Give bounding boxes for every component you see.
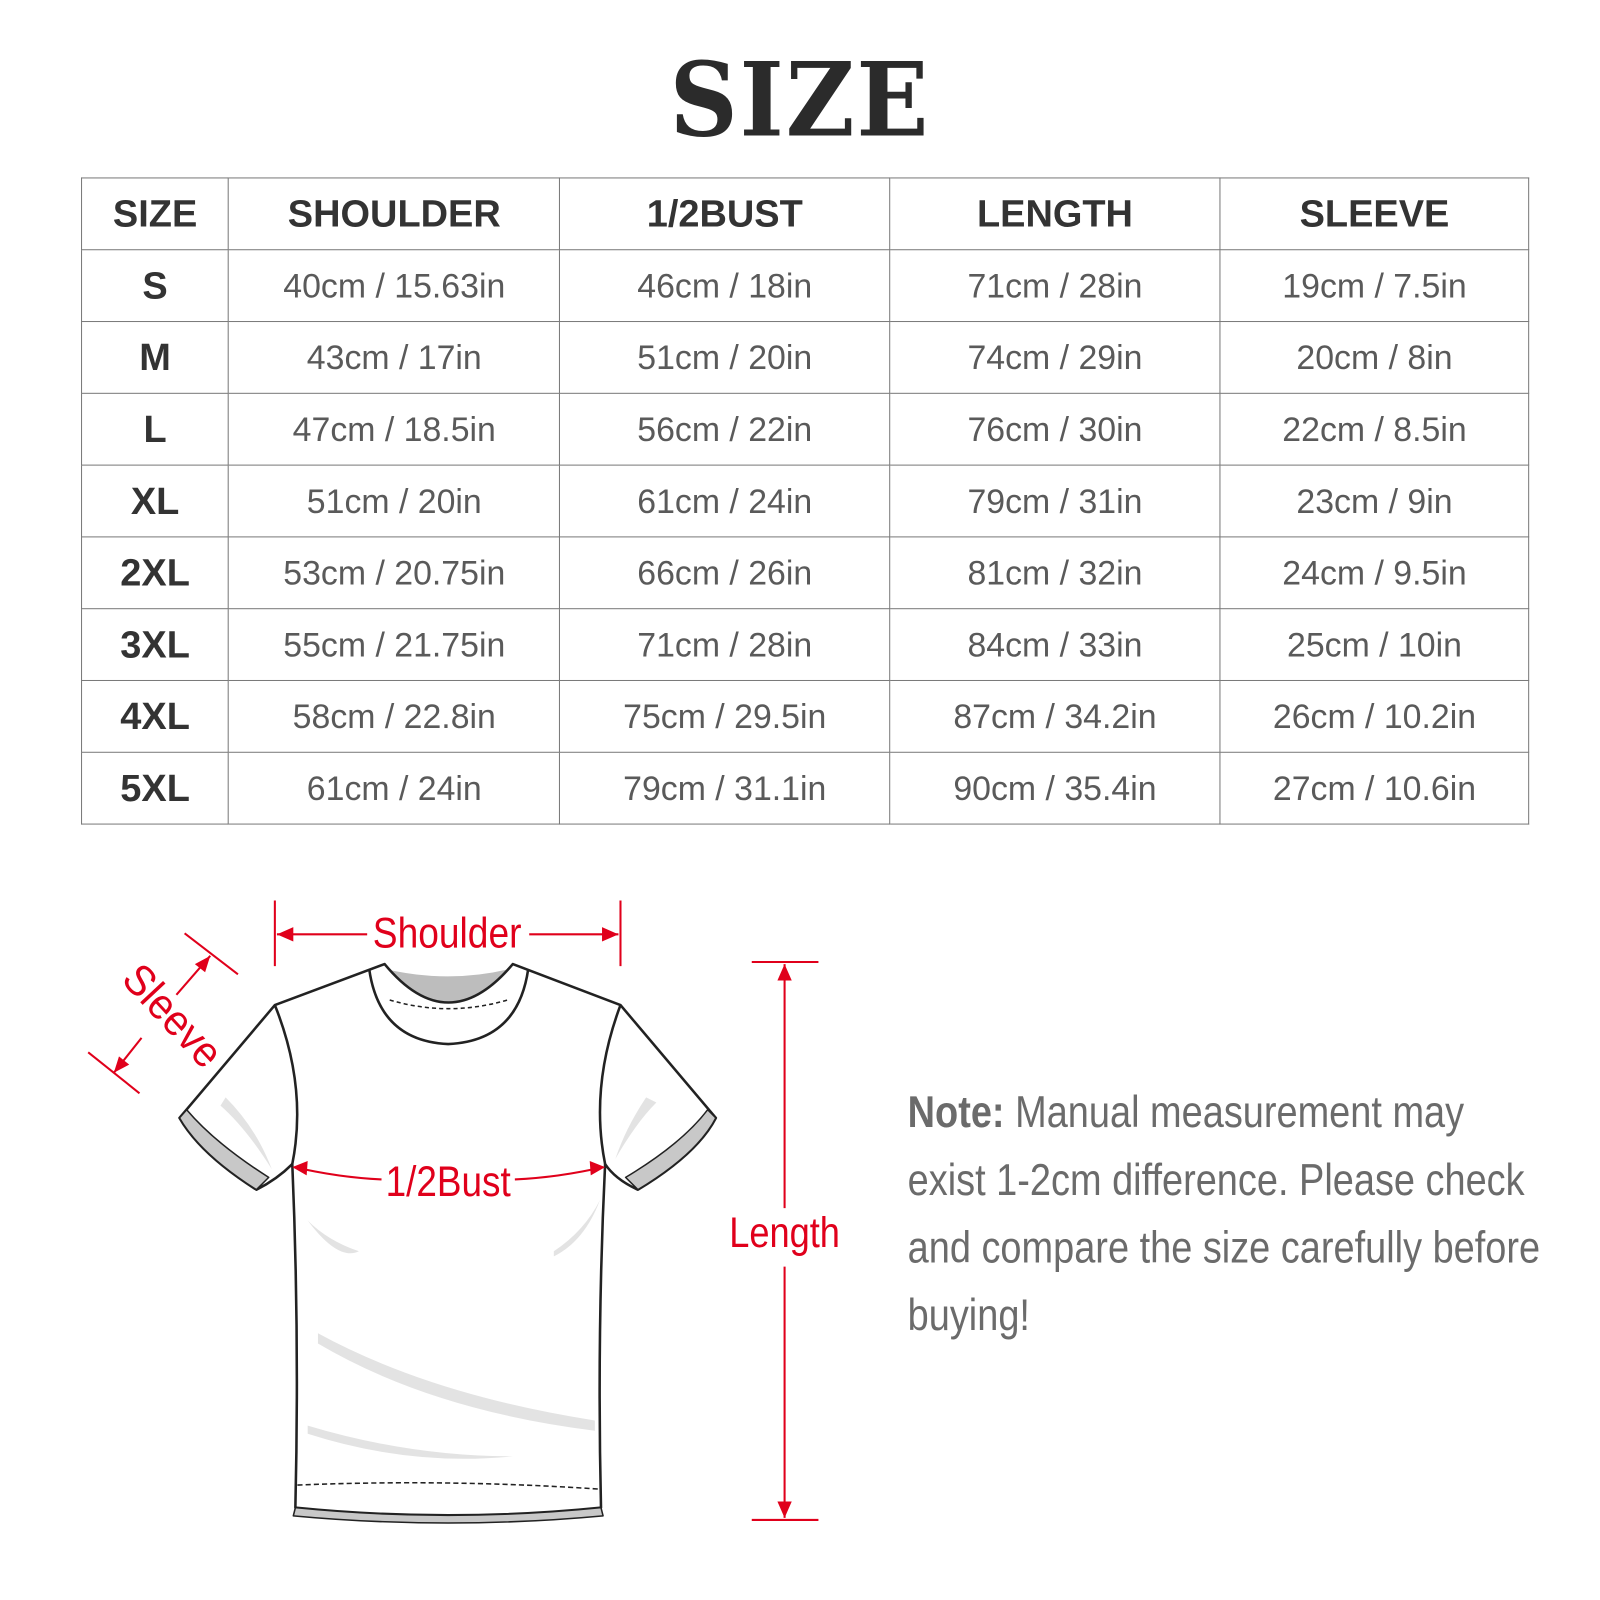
measurement-arrows (87, 900, 819, 1521)
measurement-cell: 40cm / 15.63in (228, 249, 561, 323)
measurement-cell: 19cm / 7.5in (1219, 249, 1530, 323)
column-header: SIZE (81, 177, 230, 251)
size-cell: 3XL (81, 608, 230, 681)
size-table: SIZE SHOULDER 1/2BUST LENGTH SLEEVE S 40cm / … (81, 177, 1530, 825)
tshirt-icon (178, 962, 718, 1524)
size-cell: 2XL (81, 536, 230, 610)
measurement-cell: 66cm / 26in (559, 536, 891, 610)
measurement-cell: 43cm / 17in (228, 321, 561, 394)
note-label: Note: (907, 1088, 1005, 1138)
measurement-cell: 24cm / 9.5in (1219, 536, 1530, 610)
note-text: Note: Manual measurement may exist 1-2cm… (908, 1079, 1543, 1350)
measurement-cell: 76cm / 30in (889, 392, 1221, 466)
measurement-cell: 55cm / 21.75in (228, 608, 561, 681)
column-header: LENGTH (889, 177, 1221, 251)
measurement-cell: 90cm / 35.4in (889, 751, 1221, 825)
sleeve-label: Sleeve (113, 955, 232, 1078)
column-header: SHOULDER (228, 177, 561, 251)
table-header-row: SIZE SHOULDER 1/2BUST LENGTH SLEEVE (81, 177, 1530, 251)
measurement-cell: 51cm / 20in (559, 321, 891, 394)
measurement-cell: 61cm / 24in (228, 751, 561, 825)
table-row: 3XL 55cm / 21.75in 71cm / 28in 84cm / 33in 2… (81, 608, 1530, 681)
measurement-cell: 84cm / 33in (889, 608, 1221, 681)
size-cell: 5XL (81, 751, 230, 825)
measurement-cell: 74cm / 29in (889, 321, 1221, 394)
table-row: 2XL 53cm / 20.75in 66cm / 26in 81cm / 32in 2… (81, 536, 1530, 610)
length-label: Length (729, 1209, 840, 1257)
measurement-cell: 20cm / 8in (1219, 321, 1530, 394)
table-row: 4XL 58cm / 22.8in 75cm / 29.5in 87cm / 34.2… (81, 679, 1530, 753)
size-cell: L (81, 392, 230, 466)
shoulder-label: Shoulder (373, 910, 522, 958)
measurement-cell: 56cm / 22in (559, 392, 891, 466)
bust-label: 1/2Bust (386, 1158, 511, 1206)
measurement-cell: 51cm / 20in (228, 464, 561, 538)
measurement-cell: 46cm / 18in (559, 249, 891, 323)
measurement-cell: 25cm / 10in (1219, 608, 1530, 681)
measurement-cell: 71cm / 28in (559, 608, 891, 681)
note-body: Manual measurement may exist 1-2cm diffe… (907, 1088, 1541, 1341)
measurement-cell: 58cm / 22.8in (228, 679, 561, 753)
size-cell: XL (81, 464, 230, 538)
column-header: SLEEVE (1219, 177, 1530, 251)
measurement-cell: 81cm / 32in (889, 536, 1221, 610)
size-cell: M (81, 321, 230, 394)
measurement-cell: 22cm / 8.5in (1219, 392, 1530, 466)
measurement-cell: 53cm / 20.75in (228, 536, 561, 610)
measurement-cell: 27cm / 10.6in (1219, 751, 1530, 825)
measurement-cell: 75cm / 29.5in (559, 679, 891, 753)
measurement-cell: 87cm / 34.2in (889, 679, 1221, 753)
measurement-cell: 61cm / 24in (559, 464, 891, 538)
measurement-cell: 71cm / 28in (889, 249, 1221, 323)
size-cell: 4XL (81, 679, 230, 753)
measurement-cell: 26cm / 10.2in (1219, 679, 1530, 753)
measurement-cell: 79cm / 31in (889, 464, 1221, 538)
page-title: SIZE (669, 38, 931, 160)
table-row: L 47cm / 18.5in 56cm / 22in 76cm / 30in 22cm… (81, 392, 1530, 466)
measurement-cell: 23cm / 9in (1219, 464, 1530, 538)
table-row: M 43cm / 17in 51cm / 20in 74cm / 29in 20cm /… (81, 321, 1530, 394)
table-row: XL 51cm / 20in 61cm / 24in 79cm / 31in 23cm … (81, 464, 1530, 538)
column-header: 1/2BUST (559, 177, 891, 251)
table-row: 5XL 61cm / 24in 79cm / 31.1in 90cm / 35.4in… (81, 751, 1530, 825)
measurement-cell: 79cm / 31.1in (559, 751, 891, 825)
table-row: S 40cm / 15.63in 46cm / 18in 71cm / 28in 19c… (81, 249, 1530, 323)
size-cell: S (81, 249, 230, 323)
